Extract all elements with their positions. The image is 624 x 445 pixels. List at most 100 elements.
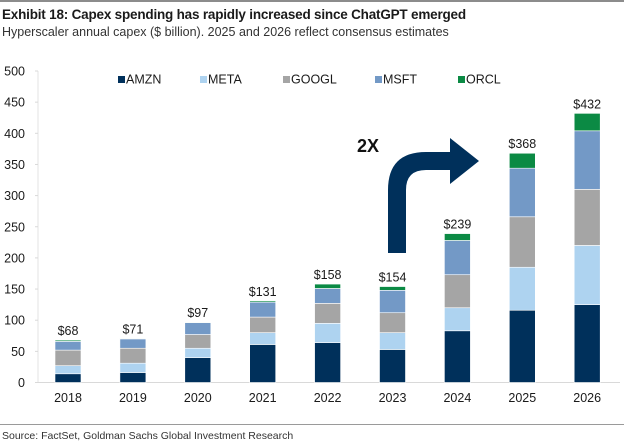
bar-stack-2023 <box>379 286 406 383</box>
bar-segment-meta <box>54 365 82 375</box>
bar-segment-amzn <box>119 372 147 383</box>
x-tick-label: 2023 <box>379 391 407 405</box>
bars <box>54 113 601 383</box>
bar-segment-amzn <box>379 349 406 383</box>
bar-segment-orcl <box>54 339 82 342</box>
bar-stack-2025 <box>508 152 536 383</box>
y-tick-label: 300 <box>4 189 25 203</box>
y-tick-label: 150 <box>4 283 25 297</box>
bar-segment-amzn <box>54 373 82 383</box>
legend: AMZN META GOOGL MSFT ORCL <box>118 73 501 87</box>
legend-label: ORCL <box>466 73 501 87</box>
chart-subtitle: Hyperscaler annual capex ($ billion). 20… <box>2 25 449 39</box>
y-tick-label: 100 <box>4 314 25 328</box>
bar-segment-meta <box>379 332 406 350</box>
bar-stack-2018 <box>54 339 82 383</box>
bar-segment-googl <box>249 316 276 333</box>
total-labels: $68 $71 $97 $131 $158 $154 $239 $368 $432 <box>58 97 602 338</box>
curved-arrow-icon <box>388 138 479 253</box>
total-label: $68 <box>58 324 79 338</box>
bar-segment-googl <box>508 216 536 268</box>
legend-swatch <box>458 76 465 83</box>
bar-segment-msft <box>444 240 471 276</box>
total-label: $131 <box>249 285 277 299</box>
annotation-label: 2X <box>357 136 379 156</box>
bar-segment-orcl <box>184 321 212 323</box>
legend-label: META <box>208 73 242 87</box>
bar-segment-orcl <box>444 233 471 241</box>
bar-segment-amzn <box>314 342 341 383</box>
legend-swatch <box>375 76 382 83</box>
annotation-2x: 2X <box>357 136 479 253</box>
bar-segment-msft <box>314 288 341 304</box>
y-tick-label: 250 <box>4 220 25 234</box>
bar-stack-2021 <box>249 300 276 383</box>
bar-stack-2024 <box>444 233 471 383</box>
y-tick-label: 50 <box>11 345 25 359</box>
bar-segment-meta <box>184 347 212 358</box>
bar-segment-msft <box>249 301 276 318</box>
bar-segment-msft <box>508 167 536 218</box>
bar-segment-googl <box>119 347 147 364</box>
bar-segment-meta <box>508 266 536 311</box>
x-tick-label: 2024 <box>443 391 471 405</box>
bar-segment-googl <box>573 189 601 246</box>
x-tick-label: 2021 <box>249 391 277 405</box>
footer-rule <box>0 424 624 425</box>
legend-swatch <box>200 76 207 83</box>
bar-segment-meta <box>314 323 341 343</box>
total-label: $432 <box>573 97 601 111</box>
total-label: $368 <box>508 137 536 151</box>
bar-segment-msft <box>119 338 147 349</box>
top-rule <box>0 0 624 2</box>
legend-item-amzn: AMZN <box>118 73 161 87</box>
bar-stack-2026 <box>573 113 601 383</box>
y-axis: 0 50 100 150 200 250 300 350 400 450 500 <box>4 65 39 390</box>
total-label: $154 <box>379 271 407 285</box>
bar-segment-orcl <box>508 152 536 169</box>
legend-swatch <box>283 76 290 83</box>
bar-segment-amzn <box>508 309 536 383</box>
legend-label: GOOGL <box>291 73 337 87</box>
x-tick-label: 2022 <box>314 391 342 405</box>
bar-segment-orcl <box>249 300 276 303</box>
y-tick-label: 500 <box>4 65 25 79</box>
bar-stack-2020 <box>184 321 212 383</box>
y-tick-label: 0 <box>18 376 25 390</box>
total-label: $97 <box>187 306 208 320</box>
legend-item-googl: GOOGL <box>283 73 337 87</box>
x-tick-label: 2025 <box>508 391 536 405</box>
bar-segment-msft <box>379 289 406 314</box>
x-tick-label: 2018 <box>54 391 82 405</box>
y-tick-label: 450 <box>4 96 25 110</box>
bar-segment-orcl <box>379 286 406 291</box>
bar-segment-googl <box>444 274 471 309</box>
legend-item-meta: META <box>200 73 242 87</box>
bar-segment-orcl <box>573 113 601 132</box>
x-axis: 2018 2019 2020 2021 2022 2023 2024 2025 2026 <box>38 382 620 405</box>
bar-segment-meta <box>573 245 601 305</box>
bar-segment-meta <box>249 332 276 345</box>
total-label: $158 <box>314 268 342 282</box>
bar-segment-msft <box>54 341 82 351</box>
bar-segment-meta <box>444 307 471 332</box>
chart-title: Exhibit 18: Capex spending has rapidly i… <box>2 7 466 22</box>
bar-segment-amzn <box>444 330 471 383</box>
total-label: $71 <box>122 322 143 336</box>
legend-label: MSFT <box>383 73 417 87</box>
bar-segment-amzn <box>249 344 276 383</box>
x-tick-label: 2026 <box>573 391 601 405</box>
y-tick-label: 350 <box>4 158 25 172</box>
bar-segment-orcl <box>119 337 147 340</box>
total-label: $239 <box>443 218 471 232</box>
y-tick-label: 200 <box>4 251 25 265</box>
x-tick-label: 2020 <box>184 391 212 405</box>
y-tick-label: 400 <box>4 127 25 141</box>
bar-segment-googl <box>184 334 212 349</box>
legend-item-orcl: ORCL <box>458 73 501 87</box>
bar-segment-googl <box>379 312 406 333</box>
source-note: Source: FactSet, Goldman Sachs Global In… <box>2 430 294 442</box>
bar-segment-orcl <box>314 283 341 289</box>
legend-item-msft: MSFT <box>375 73 417 87</box>
